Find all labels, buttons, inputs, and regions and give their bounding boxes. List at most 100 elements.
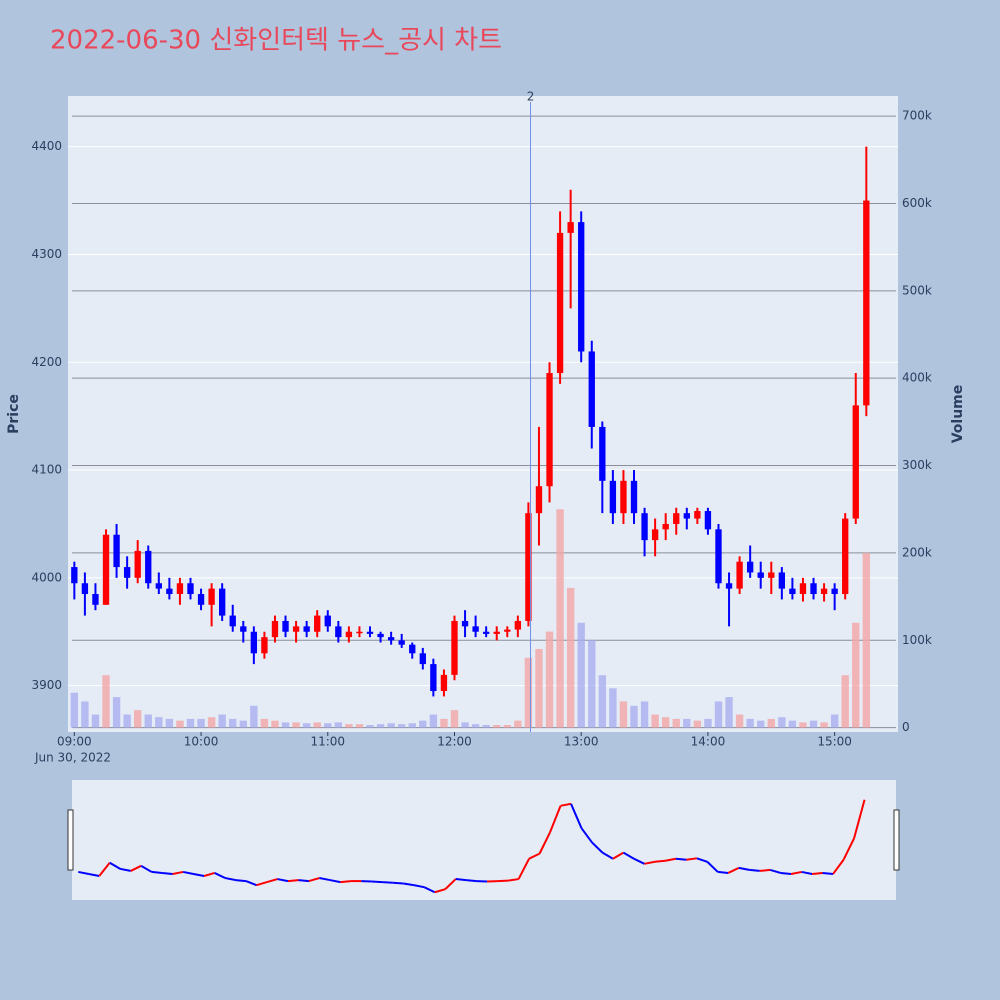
- candle-body: [271, 620, 279, 638]
- slider-line: [371, 880, 383, 884]
- candle-body: [630, 480, 638, 514]
- volume-bar: [250, 705, 258, 728]
- slider-line: [120, 867, 131, 872]
- slider-line: [507, 878, 519, 882]
- candle-body: [451, 620, 458, 675]
- candle-body: [662, 523, 669, 530]
- volume-bar: [809, 720, 818, 728]
- volume-bar: [366, 725, 374, 728]
- volume-bar: [302, 723, 311, 728]
- volume-bar: [450, 710, 459, 728]
- y2-tick-label: 200k: [902, 545, 932, 559]
- slider-line: [130, 864, 142, 872]
- candle-body: [546, 373, 553, 487]
- slider-line: [444, 878, 457, 890]
- volume-bar: [186, 718, 195, 728]
- volume-bar: [714, 701, 723, 728]
- volume-bar: [123, 714, 131, 728]
- volume-bar: [482, 725, 490, 728]
- volume-bar: [144, 714, 152, 728]
- volume-bar: [207, 717, 216, 728]
- y2-tick-label: 0: [902, 720, 910, 734]
- volume-bar: [408, 723, 416, 728]
- volume-bar: [260, 718, 269, 728]
- volume-bar: [746, 718, 754, 728]
- slider-line: [769, 868, 781, 874]
- x-tick-label: 09:00: [57, 735, 92, 749]
- slider-line: [853, 799, 866, 839]
- volume-bar: [661, 717, 670, 728]
- volume-bar: [725, 697, 733, 728]
- volume-bar: [651, 714, 659, 728]
- candle-body: [863, 200, 870, 406]
- volume-bar: [155, 717, 163, 728]
- volume-bar: [757, 720, 765, 728]
- volume-bar: [271, 720, 279, 728]
- slider-line: [403, 882, 414, 887]
- candle-body: [250, 631, 258, 654]
- slider-line: [329, 879, 341, 884]
- volume-bar: [292, 722, 300, 728]
- candle-body: [81, 583, 89, 595]
- slider-line: [235, 879, 247, 883]
- candle-body: [197, 594, 205, 605]
- candle-body: [599, 426, 606, 481]
- candle-body: [651, 529, 659, 541]
- slider-line: [832, 859, 845, 875]
- candle-body: [514, 620, 522, 630]
- volume-bar: [503, 725, 511, 728]
- slider-line: [517, 858, 530, 880]
- slider-line: [822, 871, 834, 875]
- annotation-label: 2: [527, 90, 535, 104]
- slider-line: [172, 870, 184, 875]
- candle-body: [366, 631, 374, 634]
- volume-bar: [852, 622, 860, 728]
- slider-handle[interactable]: [67, 809, 74, 871]
- slider-line: [560, 802, 572, 807]
- slider-line: [98, 862, 111, 877]
- candle-body: [768, 572, 775, 578]
- slider-line: [308, 877, 320, 883]
- slider-line: [696, 857, 708, 863]
- slider-line: [88, 872, 100, 877]
- volume-bar: [672, 718, 680, 728]
- candle-body: [324, 615, 331, 627]
- candle-body: [694, 511, 701, 519]
- volume-bar: [324, 723, 332, 728]
- x-tick-label: 11:00: [310, 735, 345, 749]
- volume-bar: [102, 675, 110, 728]
- slider-handle[interactable]: [893, 809, 900, 871]
- volume-bar: [471, 724, 480, 728]
- volume-bar: [545, 631, 554, 728]
- candle-body: [609, 480, 617, 514]
- slider-line: [675, 857, 687, 861]
- slider-line: [193, 872, 205, 877]
- volume-bar: [524, 657, 533, 728]
- candle-body: [187, 583, 194, 595]
- candle-body: [789, 588, 796, 595]
- volume-bar: [535, 649, 543, 728]
- volume-bar: [609, 688, 617, 728]
- volume-bar: [493, 725, 501, 728]
- slider-line: [727, 866, 740, 874]
- volume-bar: [640, 701, 649, 728]
- slider-line: [151, 870, 163, 874]
- slider-line: [466, 879, 477, 883]
- volume-bar: [683, 718, 691, 728]
- y-tick-label: 4400: [31, 139, 62, 153]
- candle-body: [556, 232, 564, 374]
- slider-line: [340, 880, 351, 884]
- x-tick-label: 13:00: [564, 735, 599, 749]
- candle-body: [799, 583, 807, 595]
- volume-bar: [229, 718, 237, 728]
- candle-body: [292, 626, 300, 632]
- volume-bar: [566, 587, 575, 728]
- volume-bar: [376, 724, 385, 728]
- candle-body: [525, 513, 532, 621]
- volume-bar: [830, 714, 839, 728]
- candle-body: [641, 513, 648, 541]
- candle-body: [578, 222, 585, 352]
- candle-body: [176, 583, 184, 595]
- range-slider[interactable]: [72, 780, 896, 900]
- candle-body: [92, 594, 99, 605]
